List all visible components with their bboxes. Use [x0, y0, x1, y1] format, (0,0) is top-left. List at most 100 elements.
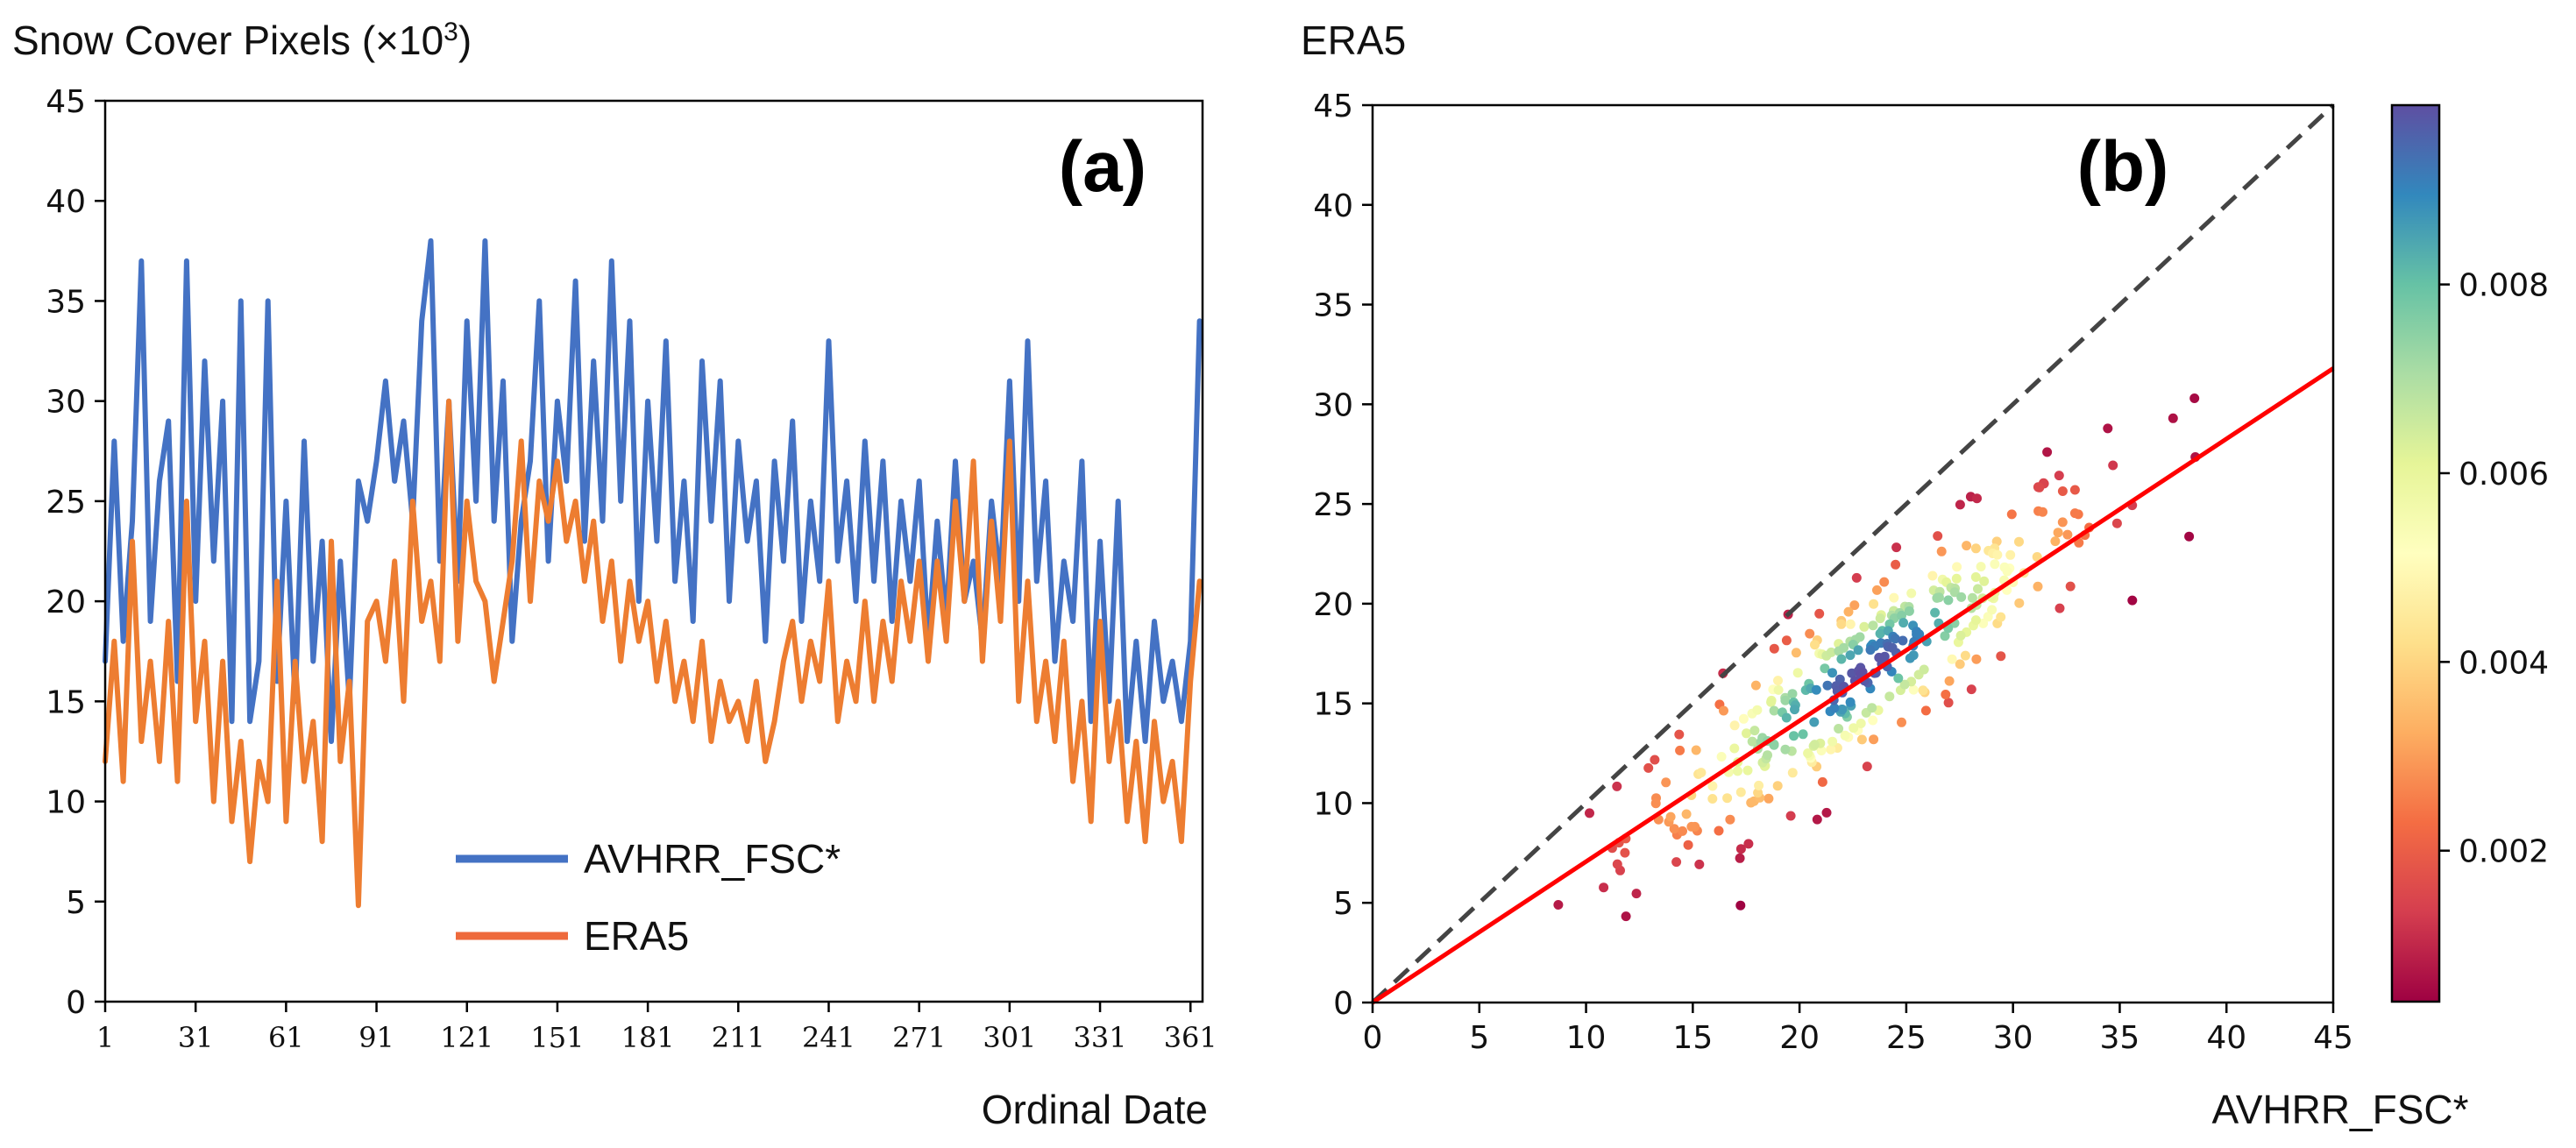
scatter-point	[1631, 889, 1642, 899]
scatter-point	[1918, 685, 1928, 696]
scatter-point	[1952, 562, 1962, 572]
panel-a-x-tick-label: 91	[358, 1021, 394, 1054]
scatter-point	[1686, 821, 1697, 832]
panel-b-ticks: 0 5 10 15 20 25 30 35 40 45 0 5 10 15 20 25 30 35 40 45	[1313, 89, 2353, 1056]
scatter-point	[1955, 630, 1966, 641]
scatter-point	[1987, 605, 1998, 615]
scatter-point	[1856, 734, 1867, 745]
scatter-point	[1889, 592, 1899, 603]
scatter-point	[1884, 691, 1895, 702]
scatter-point	[1822, 680, 1833, 691]
scatter-point	[1792, 668, 1803, 678]
scatter-point	[1620, 847, 1630, 858]
scatter-point	[1798, 729, 1808, 740]
panel-a-x-tick-label: 211	[712, 1021, 765, 1054]
scatter-point	[1752, 705, 1763, 715]
scatter-point	[1853, 645, 1863, 655]
scatter-point	[1780, 695, 1791, 705]
scatter-point	[1790, 705, 1799, 715]
colorbar-tick-label: 0.008	[2459, 268, 2549, 304]
scatter-point	[1865, 645, 1876, 655]
scatter-point	[1891, 559, 1901, 570]
scatter-point	[1753, 788, 1763, 798]
scatter-point	[1849, 600, 1860, 611]
panel-b-y-tick-label: 40	[1313, 188, 1353, 224]
scatter-point	[1973, 584, 1983, 594]
scatter-point	[1812, 814, 1822, 825]
panel-a-x-axis-title: Ordinal Date	[982, 1087, 1208, 1132]
scatter-point	[2065, 581, 2076, 592]
scatter-point	[1735, 853, 1745, 863]
scatter-point	[2006, 509, 2017, 520]
scatter-point	[1859, 621, 1870, 632]
scatter-point	[1836, 705, 1847, 714]
scatter-point	[1750, 680, 1761, 691]
panel-a-series	[103, 237, 1203, 909]
scatter-point	[1674, 729, 1685, 740]
scatter-point	[1857, 667, 1868, 677]
panel-b-y-tick-label: 10	[1313, 786, 1353, 822]
scatter-point	[1769, 643, 1779, 654]
scatter-point	[2034, 482, 2045, 493]
scatter-point	[1661, 777, 1671, 788]
scatter-point	[1905, 653, 1915, 663]
panel-a-x-tick-label: 31	[178, 1021, 214, 1054]
scatter-point	[2184, 531, 2195, 542]
scatter-point	[1976, 562, 1986, 572]
scatter-point	[1944, 676, 1955, 686]
panel-a-x-tick-label: 331	[1074, 1021, 1127, 1054]
scatter-point	[1785, 811, 1796, 821]
scatter-point	[2127, 595, 2138, 606]
scatter-point	[1836, 654, 1847, 664]
scatter-point	[1763, 750, 1772, 761]
panel-a-line-chart: Snow Cover Pixels (×103) 0 5 10 15 20 25 30 35 4…	[12, 18, 1217, 1132]
scatter-point	[1599, 882, 1609, 893]
scatter-point	[1809, 740, 1820, 750]
panel-b-x-tick-label: 15	[1672, 1020, 1713, 1056]
scatter-point	[1811, 684, 1821, 695]
scatter-point	[1772, 781, 1783, 791]
scatter-point	[2057, 517, 2068, 528]
scatter-point	[1742, 765, 1753, 776]
scatter-point	[1930, 607, 1941, 618]
scatter-point	[1972, 493, 1982, 504]
scatter-point	[1941, 690, 1951, 699]
panel-a-x-tick-label: 151	[530, 1021, 584, 1054]
scatter-point	[1729, 720, 1740, 731]
scatter-point	[1735, 900, 1746, 911]
scatter-point	[1742, 728, 1751, 739]
legend-label-era5: ERA5	[584, 913, 689, 959]
panel-a-legend: AVHRR_FSC* ERA5	[456, 836, 841, 959]
scatter-point	[1766, 697, 1777, 707]
scatter-point	[1912, 629, 1922, 640]
scatter-point	[1621, 911, 1631, 922]
scatter-point	[1780, 744, 1791, 755]
scatter-point	[1814, 608, 1825, 619]
scatter-point	[1585, 808, 1594, 818]
scatter-point	[1970, 615, 1981, 626]
panel-b-x-tick-label: 40	[2206, 1020, 2246, 1056]
scatter-point	[1694, 859, 1705, 869]
panel-a-x-tick-label: 301	[983, 1021, 1036, 1054]
scatter-point	[1936, 546, 1947, 556]
scatter-point	[2069, 485, 2080, 495]
panel-a-tag: (a)	[1059, 127, 1146, 207]
scatter-point	[1773, 684, 1784, 695]
scatter-point	[1612, 781, 1622, 791]
scatter-point	[1789, 731, 1799, 741]
scatter-point	[1943, 595, 1954, 606]
panel-b-x-tick-label: 30	[1993, 1020, 2033, 1056]
scatter-point	[1869, 734, 1879, 745]
panel-a-x-tick-label: 181	[621, 1021, 675, 1054]
scatter-point	[1996, 651, 2006, 662]
scatter-point	[1996, 612, 2006, 622]
scatter-point	[1781, 712, 1792, 723]
scatter-point	[1869, 599, 1879, 609]
scatter-point	[1927, 570, 1938, 581]
panel-a-x-tick-label: 271	[892, 1021, 946, 1054]
scatter-point	[1719, 705, 1728, 716]
scatter-point	[1962, 541, 1972, 551]
colorbar-ticks: 0.002 0.004 0.006 0.008	[2439, 268, 2549, 870]
scatter-point	[1827, 668, 1837, 678]
scatter-point	[1897, 717, 1906, 727]
